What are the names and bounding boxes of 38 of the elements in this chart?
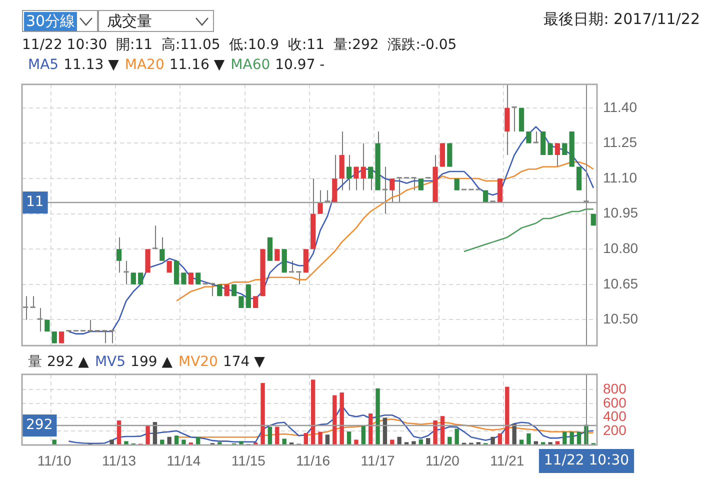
indicator-select: 成交量	[98, 10, 214, 32]
ref-line-label: 11	[26, 194, 44, 210]
x-tick-label: 11/21	[490, 452, 524, 468]
text: MV5	[94, 354, 126, 370]
text: MA5	[28, 57, 59, 73]
y-tick-label: 11.40	[603, 98, 638, 115]
y-tick-label: 600	[603, 394, 627, 410]
x-tick-label: 11/22 10:30	[544, 452, 630, 469]
x-tick-label: 11/15	[231, 452, 266, 468]
y-tick-label: 11.25	[603, 134, 638, 150]
text: 174 ▼	[222, 354, 265, 370]
x-tick-label: 11/20	[425, 452, 460, 468]
x-tick-label: 11/17	[360, 452, 395, 468]
ref-line-label: 292	[26, 417, 53, 434]
chart-subtitle: 11/22 10:30 開:11 高:11.05 低:10.9 收:11 量:292 漲跌:-0.05	[22, 36, 457, 54]
period-select: 30分線	[22, 10, 98, 32]
text: 10.97 -	[275, 57, 325, 73]
x-tick-label: 11/13	[102, 452, 136, 468]
x-tick-label: 11/14	[166, 452, 201, 468]
y-tick-label: 10.80	[603, 240, 638, 256]
text: 11.16 ▼	[169, 57, 225, 73]
text: 量	[28, 354, 42, 370]
x-tick-label: 11/16	[296, 452, 330, 468]
chart-title: 最後日期: 2017/11/22	[544, 10, 700, 29]
text: 199 ▲	[130, 354, 172, 370]
y-tick-label: 10.50	[603, 310, 638, 327]
text: 11.13 ▼	[64, 57, 119, 73]
y-tick-label: 400	[603, 408, 627, 424]
y-tick-label: 800	[603, 380, 627, 396]
y-tick-label: 200	[603, 422, 627, 438]
text: 292 ▲	[47, 354, 89, 370]
y-tick-label: 10.65	[603, 275, 638, 292]
text: MA20	[124, 57, 164, 73]
y-tick-label: 10.95	[603, 204, 638, 221]
text: MA60	[230, 57, 270, 73]
text: MV20	[178, 354, 218, 370]
y-tick-label: 11.10	[603, 169, 638, 186]
x-tick-label: 11/10	[37, 452, 72, 468]
